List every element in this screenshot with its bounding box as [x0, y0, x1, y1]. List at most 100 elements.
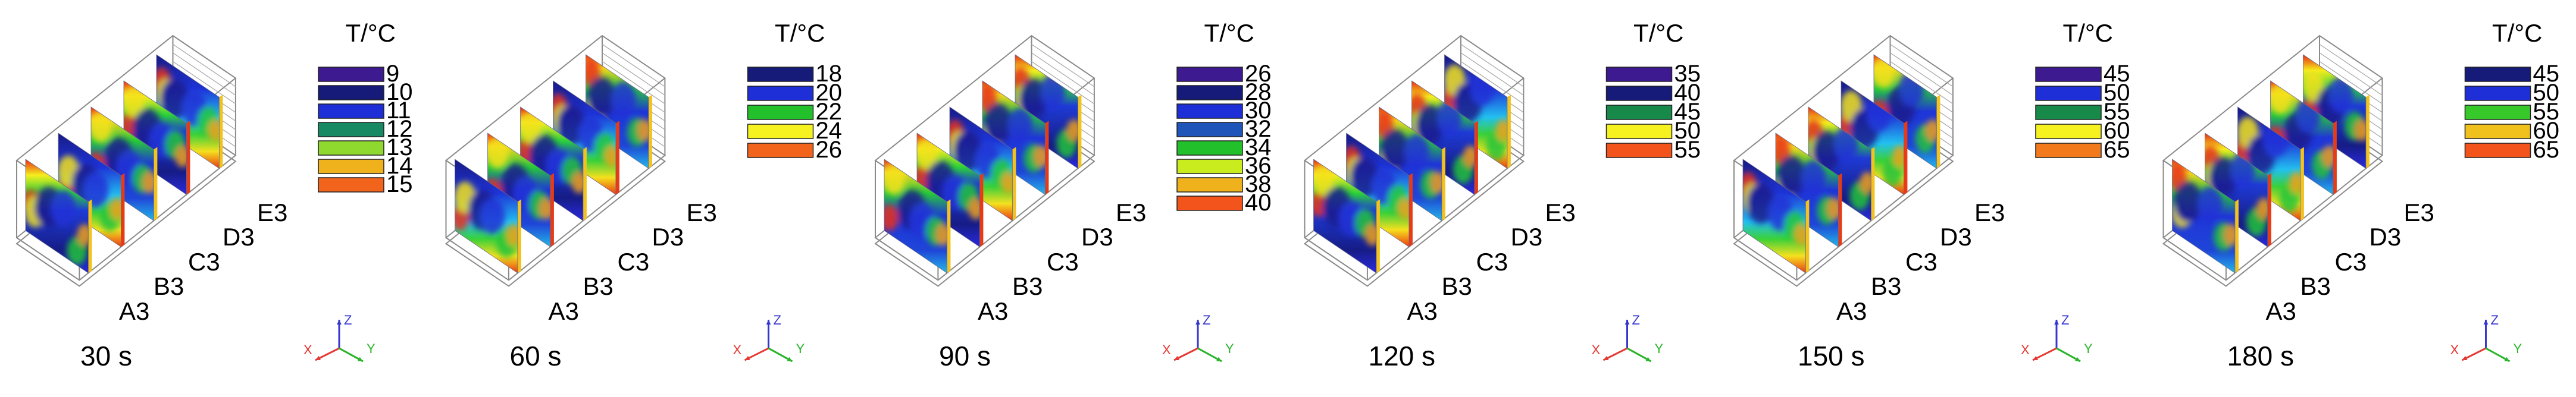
temperature-slice — [156, 55, 220, 169]
legend-value: 55 — [2104, 99, 2130, 125]
legend-value: 45 — [2533, 61, 2560, 87]
slice-label-c3: C3 — [1476, 248, 1508, 276]
x-axis-label: X — [1592, 342, 1601, 357]
legend-value: 28 — [1245, 79, 1272, 105]
legend-value: 65 — [2104, 137, 2130, 163]
time-label: 90 s — [939, 341, 991, 371]
legend-swatch — [1176, 140, 1243, 156]
legend-swatch — [2035, 143, 2102, 158]
slice-label-c3: C3 — [2335, 248, 2367, 276]
legend-swatch — [747, 67, 814, 82]
legend-value: 36 — [1245, 153, 1272, 179]
axis-triad: Z X Y — [2021, 313, 2093, 363]
slice-label-e3: E3 — [2404, 198, 2434, 226]
legend-value: 38 — [1245, 171, 1272, 197]
slice-label-e3: E3 — [687, 198, 717, 226]
slice-label-d3: D3 — [652, 223, 684, 251]
slice-label-c3: C3 — [1905, 248, 1938, 276]
legend-swatch — [1605, 67, 1673, 82]
slice-label-c3: C3 — [1047, 248, 1079, 276]
temperature-slice — [1841, 81, 1904, 195]
legend-swatch — [2035, 124, 2102, 139]
legend-swatch — [1176, 177, 1243, 193]
legend-value: 10 — [386, 79, 413, 105]
legend-swatch — [318, 103, 384, 119]
slice-label-e3: E3 — [1116, 198, 1146, 226]
legend-value: 50 — [2533, 80, 2560, 106]
legend-swatch — [2464, 86, 2531, 101]
legend-value: 50 — [1674, 118, 1701, 144]
z-axis-label: Z — [344, 313, 352, 327]
temperature-slice — [2270, 81, 2333, 195]
y-axis-label: Y — [796, 341, 805, 356]
slice-label-d3: D3 — [2370, 223, 2402, 251]
slice-label-a3: A3 — [119, 297, 149, 325]
legend-value: 18 — [816, 61, 843, 87]
legend-value: 35 — [1674, 61, 1701, 87]
legend-swatch — [318, 85, 384, 100]
temperature-slice — [1379, 107, 1442, 221]
slice-label-e3: E3 — [1974, 198, 2005, 226]
legend-swatch — [2464, 124, 2531, 139]
legend-value: 11 — [386, 97, 411, 124]
axis-triad: Z X Y — [1162, 313, 1234, 363]
slice-label-b3: B3 — [1442, 272, 1472, 300]
legend-swatch — [747, 124, 814, 139]
slice-label-b3: B3 — [1012, 272, 1043, 300]
temperature-slice — [1015, 55, 1078, 169]
slice-label-d3: D3 — [1940, 223, 1972, 251]
time-label: 150 s — [1798, 341, 1865, 371]
time-label: 120 s — [1369, 341, 1436, 371]
legend-value: 15 — [386, 171, 413, 197]
legend-swatch — [2464, 105, 2531, 120]
slice-label-d3: D3 — [1081, 223, 1113, 251]
legend-swatch — [1176, 159, 1243, 174]
y-axis-label: Y — [367, 341, 375, 356]
legend-unit-label: T/°C — [2492, 19, 2542, 47]
legend-swatch — [747, 86, 814, 101]
y-axis-label: Y — [1225, 341, 1234, 356]
x-axis-label: X — [303, 342, 312, 357]
x-axis-label: X — [2021, 342, 2030, 357]
slice-label-c3: C3 — [618, 248, 650, 276]
legend-value: 45 — [1674, 99, 1701, 125]
legend-swatch — [2464, 143, 2531, 158]
time-label: 30 s — [80, 341, 132, 371]
legend-value: 34 — [1245, 134, 1272, 160]
temperature-slice — [950, 107, 1013, 221]
slice-label-b3: B3 — [583, 272, 614, 300]
legend-value: 40 — [1245, 190, 1272, 216]
legend-value: 12 — [386, 116, 413, 142]
legend-swatch — [1605, 124, 1673, 139]
temperature-slice — [1346, 133, 1409, 247]
y-axis-label: Y — [2084, 341, 2093, 356]
legend-swatch — [1176, 85, 1243, 100]
legend-unit-label: T/°C — [2063, 19, 2113, 47]
slice-label-a3: A3 — [1836, 297, 1867, 325]
legend-swatch — [747, 105, 814, 120]
legend-value: 26 — [1245, 61, 1272, 87]
x-axis-label: X — [1162, 342, 1171, 357]
slice-label-d3: D3 — [1511, 223, 1543, 251]
temperature-slice — [1743, 159, 1806, 273]
slice-label-e3: E3 — [1545, 198, 1576, 226]
legend-value: 22 — [816, 99, 843, 125]
legend-value: 40 — [1674, 80, 1701, 106]
legend-value: 60 — [2533, 118, 2560, 144]
legend-value: 55 — [2533, 99, 2560, 125]
slice-label-b3: B3 — [2300, 272, 2331, 300]
axis-triad: Z X Y — [1592, 313, 1664, 363]
time-label: 180 s — [2227, 341, 2295, 371]
legend-value: 26 — [816, 137, 843, 163]
legend-swatch — [1176, 122, 1243, 137]
legend-swatch — [318, 140, 384, 156]
legend-value: 14 — [386, 153, 413, 179]
